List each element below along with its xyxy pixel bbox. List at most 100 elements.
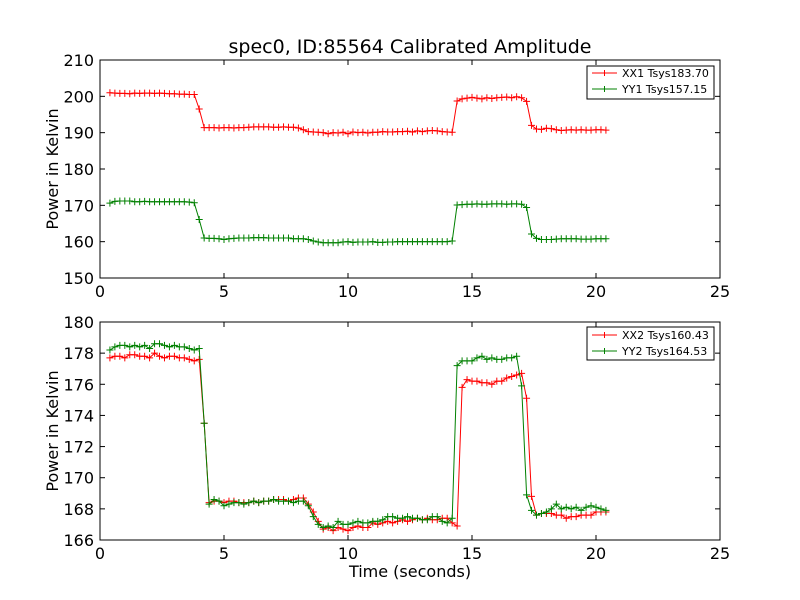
- data-point: [374, 128, 382, 136]
- legend-box: [586, 65, 715, 100]
- legend-label-yy1: YY1 Tsys157.15: [621, 83, 707, 96]
- legend-marker-yy1: [601, 86, 608, 92]
- data-point: [344, 527, 352, 535]
- data-point: [195, 355, 203, 363]
- legend: XX2 Tsys160.43 YY2 Tsys164.53: [586, 326, 715, 361]
- data-point: [463, 94, 471, 102]
- data-point: [458, 383, 466, 391]
- legend-marker-yy2: [601, 348, 608, 354]
- plot-area: [106, 89, 610, 247]
- x-tick-label: 5: [219, 282, 229, 301]
- data-point: [572, 503, 580, 511]
- data-point: [513, 93, 521, 101]
- data-point: [404, 127, 412, 135]
- data-point: [289, 123, 297, 131]
- data-point: [364, 519, 372, 527]
- data-point: [404, 513, 412, 521]
- data-point: [473, 94, 481, 102]
- data-point: [185, 355, 193, 363]
- data-point: [433, 127, 441, 135]
- data-point: [557, 511, 565, 519]
- y-tick-label: 174: [63, 406, 94, 425]
- x-axis-label: Time (seconds): [348, 562, 471, 581]
- data-point: [334, 239, 342, 247]
- data-point: [557, 505, 565, 513]
- legend-label-xx2: XX2 Tsys160.43: [622, 329, 709, 342]
- data-point: [344, 238, 352, 246]
- data-point: [190, 346, 198, 354]
- data-point: [523, 394, 531, 402]
- data-point: [572, 513, 580, 521]
- data-point: [468, 93, 476, 101]
- data-point: [582, 503, 590, 511]
- data-point: [483, 94, 491, 102]
- data-point: [309, 237, 317, 245]
- data-point: [374, 517, 382, 525]
- data-point: [423, 516, 431, 524]
- data-point: [453, 522, 461, 530]
- data-point: [151, 349, 159, 357]
- data-point: [443, 519, 451, 527]
- data-point: [418, 128, 426, 136]
- data-point: [508, 94, 516, 102]
- data-point: [225, 500, 233, 508]
- data-point: [389, 519, 397, 527]
- y-tick-label: 150: [63, 269, 94, 288]
- data-point: [562, 503, 570, 511]
- data-point: [309, 513, 317, 521]
- data-point: [448, 514, 456, 522]
- y-tick-label: 170: [63, 196, 94, 215]
- data-point: [587, 511, 595, 519]
- data-point: [528, 492, 536, 500]
- axes-frame: [99, 59, 721, 279]
- data-point: [270, 496, 278, 504]
- data-point: [339, 128, 347, 136]
- data-point: [597, 505, 605, 513]
- data-point: [547, 125, 555, 133]
- data-point: [602, 506, 610, 514]
- data-point: [518, 94, 526, 102]
- chart-title: spec0, ID:85564 Calibrated Amplitude: [229, 36, 592, 58]
- data-point: [146, 344, 154, 352]
- data-point: [537, 125, 545, 133]
- data-point: [170, 352, 178, 360]
- data-point: [284, 497, 292, 505]
- data-point: [156, 340, 164, 348]
- data-point: [156, 352, 164, 360]
- y-tick-label: 170: [63, 469, 94, 488]
- data-point: [299, 497, 307, 505]
- data-point: [602, 126, 610, 134]
- data-point: [116, 352, 124, 360]
- data-point: [542, 508, 550, 516]
- data-point: [215, 497, 223, 505]
- data-point: [364, 129, 372, 137]
- data-point: [587, 502, 595, 510]
- data-point: [528, 121, 536, 129]
- data-point: [528, 230, 536, 238]
- data-point: [453, 362, 461, 370]
- data-point: [458, 95, 466, 103]
- data-point: [304, 502, 312, 510]
- y-tick-label: 172: [63, 438, 94, 457]
- data-point: [483, 379, 491, 387]
- legend: XX1 Tsys183.70 YY1 Tsys157.15: [586, 65, 715, 100]
- x-tick-label: 15: [462, 282, 482, 301]
- data-point: [498, 355, 506, 363]
- x-tick-label: 5: [219, 544, 229, 563]
- data-point: [299, 235, 307, 243]
- y-tick-label: 180: [63, 160, 94, 179]
- x-tick-label: 25: [710, 282, 730, 301]
- data-point: [121, 341, 129, 349]
- y-tick-label: 176: [63, 375, 94, 394]
- x-tick-label: 0: [95, 282, 105, 301]
- data-point: [508, 373, 516, 380]
- data-point: [195, 105, 203, 113]
- y-tick-label: 168: [63, 500, 94, 519]
- data-point: [210, 496, 218, 504]
- data-point: [518, 200, 526, 208]
- subplot-bottom: Time (seconds) Power in Kelvin 0 5 10 15 20 2…: [43, 313, 730, 581]
- data-point: [523, 97, 531, 105]
- data-point: [136, 343, 144, 351]
- legend-label-xx1: XX1 Tsys183.70: [622, 67, 709, 80]
- data-point: [131, 341, 139, 349]
